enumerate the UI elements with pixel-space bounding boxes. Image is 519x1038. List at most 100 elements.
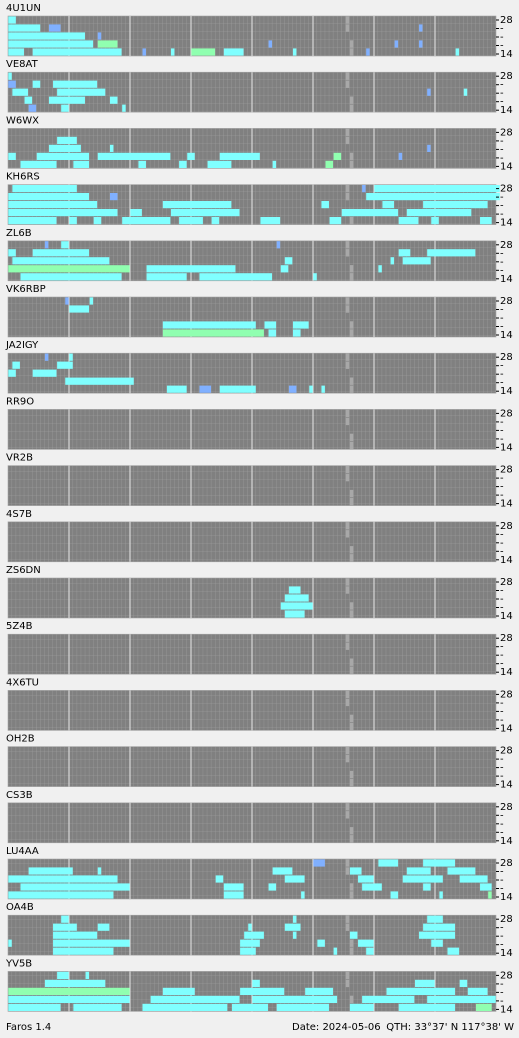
row-label: -	[500, 88, 504, 99]
signal-cells	[475, 1003, 492, 1011]
signal-cells	[366, 193, 500, 201]
now-cell	[345, 305, 350, 313]
signal-cells	[240, 987, 285, 995]
row-label: -	[500, 473, 504, 484]
signal-cells	[73, 160, 90, 168]
signal-cells	[69, 353, 73, 361]
signal-cells	[349, 931, 358, 939]
station-call: KH6RS	[6, 172, 40, 183]
signal-cells	[292, 931, 297, 939]
now-cell	[349, 714, 354, 723]
signal-cells	[280, 602, 313, 610]
now-cell	[345, 915, 350, 923]
now-cell	[345, 811, 350, 819]
row-label: 28	[500, 746, 513, 757]
app-version: Faros 1.4	[6, 1022, 51, 1033]
signal-cells	[8, 249, 16, 257]
signal-cells	[44, 241, 49, 249]
row-label: -	[500, 24, 504, 35]
signal-cells	[53, 80, 98, 88]
row-label: -	[500, 979, 504, 990]
signal-cells	[8, 80, 16, 88]
now-cell	[345, 192, 350, 201]
signal-cells	[240, 939, 260, 947]
row-label: -	[500, 248, 504, 259]
signal-cells	[292, 321, 309, 329]
station-call: 5Z4B	[6, 621, 33, 632]
signal-cells	[423, 923, 456, 931]
signal-cells	[57, 136, 77, 144]
signal-cells	[53, 939, 130, 947]
signal-cells	[455, 48, 460, 56]
signal-cells	[89, 297, 94, 305]
now-cell	[345, 754, 350, 763]
now-cell	[349, 939, 354, 947]
station-call: OH2B	[6, 734, 35, 745]
signal-cells	[138, 160, 146, 168]
now-cell	[349, 722, 354, 731]
signal-cells	[292, 48, 297, 56]
now-cell	[345, 184, 350, 193]
signal-cells	[191, 48, 216, 56]
signal-cells	[142, 1003, 228, 1011]
signal-cells	[341, 209, 399, 217]
signal-cells	[73, 1003, 122, 1011]
now-cell	[349, 835, 354, 843]
signal-cells	[61, 104, 69, 112]
now-cell	[349, 385, 354, 393]
signal-cells	[28, 104, 37, 112]
signal-cells	[8, 939, 12, 947]
row-label: 14	[500, 892, 513, 903]
now-cell	[345, 803, 350, 811]
signal-cells	[85, 971, 90, 979]
row-label: -	[500, 827, 504, 838]
signal-cells	[252, 979, 260, 987]
now-cell	[345, 128, 350, 137]
signal-cells	[162, 321, 256, 329]
signal-cells	[431, 217, 439, 225]
row-label: 14	[500, 836, 513, 847]
signal-cells	[423, 201, 488, 209]
now-cell	[349, 152, 354, 161]
signal-cells	[419, 931, 456, 939]
signal-cells	[313, 859, 325, 867]
row-label: -	[500, 875, 504, 886]
row-label: -	[500, 594, 504, 605]
row-label: -	[500, 650, 504, 661]
signal-cells	[427, 88, 431, 96]
signal-cells	[284, 257, 293, 265]
row-label: -	[500, 257, 504, 268]
row-label: -	[500, 192, 504, 203]
signal-cells	[32, 369, 57, 377]
now-cell	[345, 923, 350, 931]
row-label: -	[500, 715, 504, 726]
signal-cells	[8, 265, 130, 273]
now-cell	[345, 578, 350, 586]
signal-cells	[427, 995, 496, 1003]
row-label: -	[500, 642, 504, 653]
signal-cells	[20, 160, 57, 168]
signal-cells	[20, 273, 122, 281]
signal-cells	[333, 152, 342, 160]
row-label: -	[500, 867, 504, 878]
signal-cells	[223, 48, 244, 56]
signal-cells	[272, 160, 277, 168]
now-cell	[349, 995, 354, 1004]
signal-cells	[69, 305, 90, 313]
now-cell	[349, 104, 354, 112]
signal-cells	[12, 361, 20, 369]
signal-cells	[219, 385, 256, 393]
signal-cells	[223, 891, 244, 899]
signal-cells	[268, 883, 277, 891]
now-cell	[345, 72, 350, 80]
row-label: 28	[500, 970, 513, 981]
row-label: -	[500, 361, 504, 372]
row-label: -	[500, 80, 504, 91]
signal-cells	[419, 24, 423, 32]
signal-cells	[8, 32, 85, 40]
signal-cells	[109, 96, 118, 104]
signal-cells	[366, 947, 374, 955]
signal-cells	[447, 947, 460, 955]
row-label: -	[500, 305, 504, 316]
signal-cells	[423, 883, 431, 891]
